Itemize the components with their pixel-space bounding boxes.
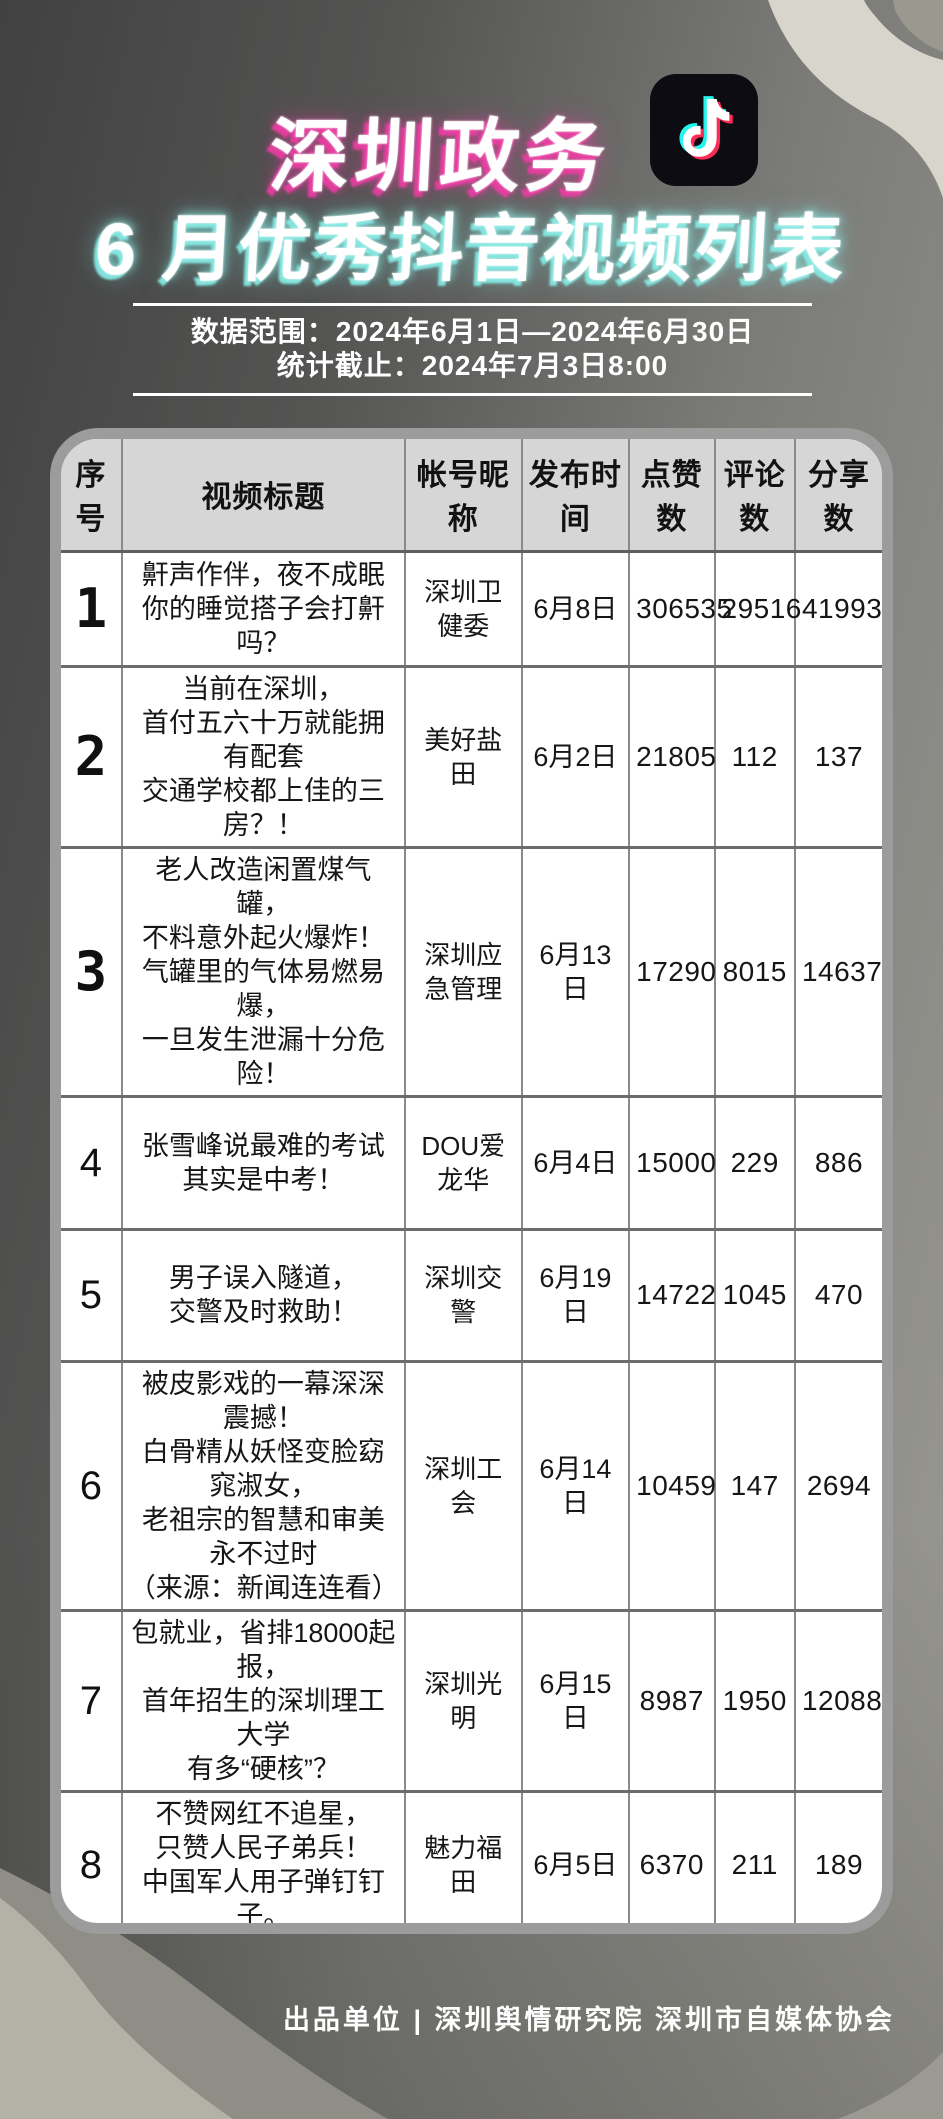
row-number-cell: 5 <box>61 1227 123 1361</box>
row-number-cell: 7 <box>61 1608 123 1791</box>
likes-count-cell: 8987 <box>629 1608 716 1791</box>
row-number-cell: 6 <box>61 1359 123 1610</box>
comments-count-cell: 229 <box>714 1094 796 1229</box>
col-header-video-title: 视频标题 <box>121 439 407 553</box>
account-name-cell: 魅力福田 <box>405 1789 523 1923</box>
publish-date-cell: 6月19日 <box>521 1227 631 1361</box>
publish-date-cell: 6月15日 <box>521 1608 631 1791</box>
col-header-comments: 评论数 <box>714 439 796 553</box>
video-title-cell: 包就业，省排18000起报， 首年招生的深圳理工大学 有多“硬核”？ <box>121 1608 407 1791</box>
top-right-corner-wedge <box>893 0 943 52</box>
video-title-cell: 张雪峰说最难的考试 其实是中考！ <box>121 1094 407 1229</box>
bottom-right-curve <box>838 2052 943 2119</box>
row-number-cell: 8 <box>61 1789 123 1923</box>
shares-count-cell: 189 <box>794 1789 882 1923</box>
row-number-cell: 1 <box>61 549 123 666</box>
table-row: 6 被皮影戏的一幕深深震撼！ 白骨精从妖怪变脸窈窕淑女， 老祖宗的智慧和审美永不… <box>61 1359 882 1610</box>
shares-count-cell: 12088 <box>794 1608 882 1791</box>
shares-count-cell: 2694 <box>794 1359 882 1610</box>
publish-date-cell: 6月4日 <box>521 1094 631 1229</box>
publish-date-cell: 6月5日 <box>521 1789 631 1923</box>
shares-count-cell: 470 <box>794 1227 882 1361</box>
row-number-cell: 2 <box>61 664 123 847</box>
table-row: 3 老人改造闲置煤气罐， 不料意外起火爆炸！ 气罐里的气体易燃易爆， 一旦发生泄… <box>61 845 882 1096</box>
stat-deadline-text: 统计截止：2024年7月3日8:00 <box>276 350 669 381</box>
row-number-cell: 4 <box>61 1094 123 1229</box>
account-name-cell: 深圳光明 <box>405 1608 523 1791</box>
shares-count-cell: 886 <box>794 1094 882 1229</box>
likes-count-cell: 6370 <box>629 1789 716 1923</box>
table-row: 5 男子误入隧道， 交警及时救助！ 深圳交警 6月19日 14722 1045 … <box>61 1227 882 1361</box>
table-row: 4 张雪峰说最难的考试 其实是中考！ DOU爱龙华 6月4日 15000 229… <box>61 1094 882 1229</box>
table-row: 7 包就业，省排18000起报， 首年招生的深圳理工大学 有多“硬核”？ 深圳光… <box>61 1608 882 1791</box>
video-list-card: 序号 视频标题 帐号昵称 发布时间 点赞数 评论数 分享数 1 鼾声作伴，夜不成… <box>50 428 893 1934</box>
video-title-cell: 男子误入隧道， 交警及时救助！ <box>121 1227 407 1361</box>
account-name-cell: 深圳工会 <box>405 1359 523 1610</box>
table-row: 8 不赞网红不追星， 只赞人民子弟兵！ 中国军人用子弹钉钉子。 魅力福田 6月5… <box>61 1789 882 1923</box>
comments-count-cell: 147 <box>714 1359 796 1610</box>
col-header-publish-date: 发布时间 <box>521 439 631 553</box>
col-header-index: 序号 <box>61 439 123 553</box>
publish-date-cell: 6月13日 <box>521 845 631 1096</box>
comments-count-cell: 211 <box>714 1789 796 1923</box>
likes-count-cell: 21805 <box>629 664 716 847</box>
shares-count-cell: 14637 <box>794 845 882 1096</box>
comments-count-cell: 112 <box>714 664 796 847</box>
comments-count-cell: 29516 <box>714 549 801 666</box>
table-row: 1 鼾声作伴，夜不成眠 你的睡觉搭子会打鼾吗？ 深圳卫健委 6月8日 30653… <box>61 549 882 666</box>
publish-date-cell: 6月2日 <box>521 664 631 847</box>
col-header-likes: 点赞数 <box>629 439 716 553</box>
video-title-cell: 当前在深圳， 首付五六十万就能拥有配套 交通学校都上佳的三房？！ <box>121 664 407 847</box>
comments-count-cell: 1045 <box>714 1227 796 1361</box>
likes-count-cell: 15000 <box>629 1094 716 1229</box>
poster-title-line2: 6 月优秀抖音视频列表 <box>93 209 849 290</box>
video-title-cell: 被皮影戏的一幕深深震撼！ 白骨精从妖怪变脸窈窕淑女， 老祖宗的智慧和审美永不过时… <box>121 1359 407 1610</box>
video-title-cell: 鼾声作伴，夜不成眠 你的睡觉搭子会打鼾吗？ <box>121 549 407 666</box>
likes-count-cell: 306535 <box>629 549 732 666</box>
comments-count-cell: 8015 <box>714 845 796 1096</box>
video-title-cell: 老人改造闲置煤气罐， 不料意外起火爆炸！ 气罐里的气体易燃易爆， 一旦发生泄漏十… <box>121 845 407 1096</box>
table-header-row: 序号 视频标题 帐号昵称 发布时间 点赞数 评论数 分享数 <box>61 439 882 553</box>
shares-count-cell: 137 <box>794 664 882 847</box>
account-name-cell: 深圳卫健委 <box>405 549 523 666</box>
account-name-cell: 深圳应急管理 <box>405 845 523 1096</box>
likes-count-cell: 10459 <box>629 1359 716 1610</box>
date-range-box: 数据范围：2024年6月1日—2024年6月30日 统计截止：2024年7月3日… <box>133 303 812 396</box>
account-name-cell: 深圳交警 <box>405 1227 523 1361</box>
likes-count-cell: 17290 <box>629 845 716 1096</box>
video-list-table: 序号 视频标题 帐号昵称 发布时间 点赞数 评论数 分享数 1 鼾声作伴，夜不成… <box>61 439 882 1923</box>
publish-date-cell: 6月14日 <box>521 1359 631 1610</box>
tiktok-logo-icon <box>650 74 758 186</box>
likes-count-cell: 14722 <box>629 1227 716 1361</box>
video-title-cell: 不赞网红不追星， 只赞人民子弟兵！ 中国军人用子弹钉钉子。 <box>121 1789 407 1923</box>
footer-credit: 出品单位 | 深圳舆情研究院 深圳市自媒体协会 <box>282 2005 895 2035</box>
publish-date-cell: 6月8日 <box>521 549 631 666</box>
comments-count-cell: 1950 <box>714 1608 796 1791</box>
col-header-shares: 分享数 <box>794 439 882 553</box>
account-name-cell: 美好盐田 <box>405 664 523 847</box>
shares-count-cell: 419937 <box>794 549 882 666</box>
account-name-cell: DOU爱龙华 <box>405 1094 523 1229</box>
col-header-account: 帐号昵称 <box>405 439 523 553</box>
table-row: 2 当前在深圳， 首付五六十万就能拥有配套 交通学校都上佳的三房？！ 美好盐田 … <box>61 664 882 847</box>
data-range-text: 数据范围：2024年6月1日—2024年6月30日 <box>190 316 755 347</box>
row-number-cell: 3 <box>61 845 123 1096</box>
